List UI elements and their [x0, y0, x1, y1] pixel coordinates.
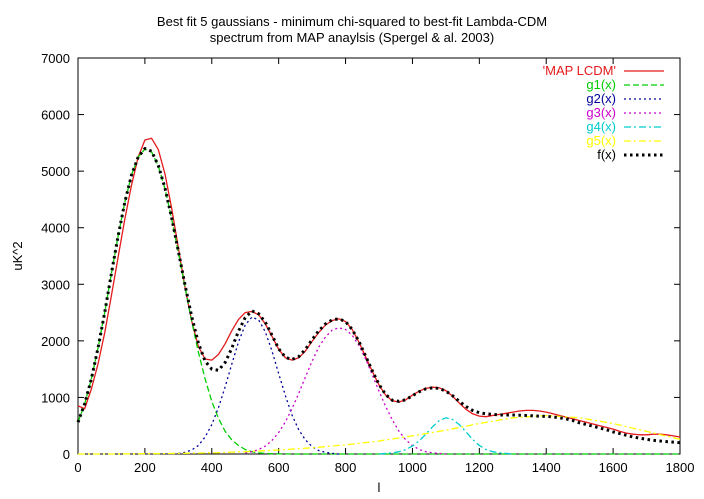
y-tick-label: 4000: [41, 221, 70, 236]
x-tick-label: 800: [335, 460, 357, 475]
x-tick-labels: 0 200 400 600 800 1000 1200 1400 1600 1800: [74, 460, 694, 475]
y-axis-label: uK^2: [10, 241, 25, 270]
chart-title-line: spectrum from MAP anaylsis (Spergel & al…: [210, 30, 494, 45]
y-tick-label: 7000: [41, 51, 70, 66]
x-tick-label: 0: [74, 460, 81, 475]
y-tick-label: 6000: [41, 108, 70, 123]
series-line-5: [378, 417, 513, 455]
y-tick-label: 2000: [41, 334, 70, 349]
x-tick-label: 1600: [599, 460, 628, 475]
y-tick-label: 1000: [41, 390, 70, 405]
legend-label: g3(x): [586, 105, 616, 120]
chart-title-line: Best fit 5 gaussians - minimum chi-squar…: [157, 14, 547, 29]
x-tick-label: 1200: [465, 460, 494, 475]
y-tick-labels: 0 1000 2000 3000 4000 5000 6000 7000: [41, 51, 70, 462]
y-tick-label: 5000: [41, 164, 70, 179]
legend: 'MAP LCDM'g1(x)g2(x)g3(x)g4(x)g5(x)f(x): [543, 63, 664, 162]
chart-title: Best fit 5 gaussians - minimum chi-squar…: [157, 14, 547, 45]
series-line-1: [77, 137, 681, 438]
series-lines: [76, 137, 681, 455]
x-tick-label: 1800: [666, 460, 695, 475]
series-line-6: [78, 414, 681, 455]
series-line-2: [77, 148, 680, 455]
x-tick-label: 200: [134, 460, 156, 475]
legend-label: f(x): [597, 147, 616, 162]
series-line-4: [245, 327, 446, 455]
x-axis-label: l: [378, 480, 381, 495]
legend-label: g4(x): [586, 119, 616, 134]
legend-label: g2(x): [586, 91, 616, 106]
y-tick-label: 0: [63, 447, 70, 462]
x-tick-label: 600: [268, 460, 290, 475]
legend-label: g1(x): [586, 77, 616, 92]
legend-label: g5(x): [586, 133, 616, 148]
x-tick-label: 400: [201, 460, 223, 475]
series-line-7: [76, 147, 681, 445]
y-tick-label: 3000: [41, 277, 70, 292]
legend-label: 'MAP LCDM': [543, 63, 616, 78]
x-tick-label: 1000: [398, 460, 427, 475]
x-tick-label: 1400: [532, 460, 561, 475]
